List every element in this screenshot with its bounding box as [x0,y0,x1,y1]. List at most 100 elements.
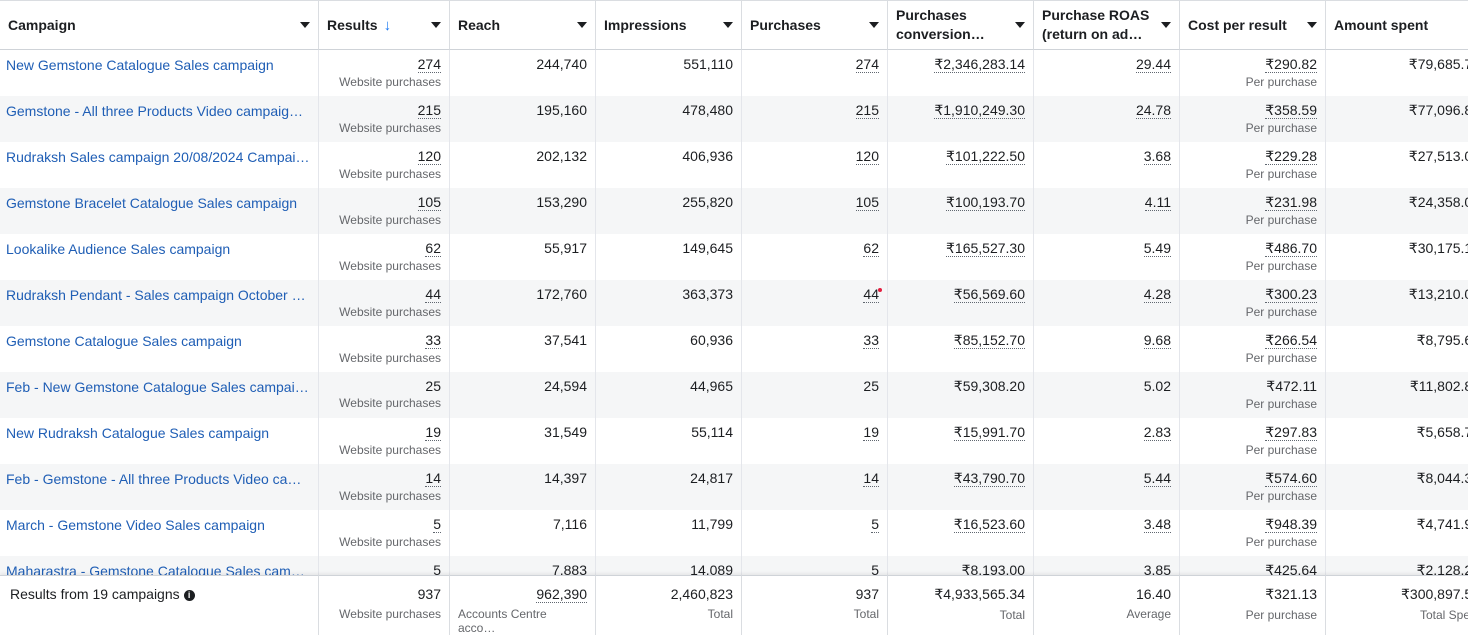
conversion-value[interactable]: ₹43,790.70 [953,470,1025,487]
column-header-reach[interactable]: Reach [450,0,596,50]
purchases-value[interactable]: 274 [855,56,879,73]
table-row[interactable]: Maharastra - Gemstone Catalogue Sales ca… [0,556,1468,575]
conversion-value[interactable]: ₹56,569.60 [953,286,1025,303]
column-header-purchases-conversion[interactable]: Purchases conversion… [888,0,1034,50]
table-row[interactable]: March - Gemstone Video Sales campaign 5 We… [0,510,1468,556]
cpr-value[interactable]: ₹425.64 [1265,563,1317,576]
results-value[interactable]: 5 [433,563,441,576]
campaign-name-link[interactable]: Feb - New Gemstone Catalogue Sales campa… [6,379,310,395]
roas-value[interactable]: 3.85 [1144,563,1171,576]
purchases-value[interactable]: 62 [863,240,879,257]
campaign-name-link[interactable]: Gemstone - All three Products Video camp… [6,103,310,119]
roas-value[interactable]: 5.44 [1143,470,1171,487]
column-header-cost-per-result[interactable]: Cost per result [1180,0,1326,50]
cpr-value[interactable]: ₹231.98 [1265,194,1317,211]
chevron-down-icon[interactable] [1161,22,1171,28]
cpr-value[interactable]: ₹290.82 [1265,56,1317,73]
roas-value[interactable]: 4.11 [1144,194,1171,211]
chevron-down-icon[interactable] [869,22,879,28]
table-row[interactable]: Rudraksh Sales campaign 20/08/2024 Campa… [0,142,1468,188]
campaign-name-link[interactable]: Rudraksh Pendant - Sales campaign Octobe… [6,287,310,303]
table-row[interactable]: New Gemstone Catalogue Sales campaign 274… [0,50,1468,96]
campaign-name-link[interactable]: Maharastra - Gemstone Catalogue Sales ca… [6,563,310,575]
table-row[interactable]: New Rudraksh Catalogue Sales campaign 19 W… [0,418,1468,464]
results-value[interactable]: 33 [425,332,441,349]
conversion-value[interactable]: ₹1,910,249.30 [934,102,1025,119]
table-row[interactable]: Rudraksh Pendant - Sales campaign Octobe… [0,280,1468,326]
roas-value[interactable]: 9.68 [1143,332,1171,349]
roas-value[interactable]: 29.44 [1135,56,1171,73]
column-header-purchase-roas[interactable]: Purchase ROAS (return on ad… [1034,0,1180,50]
purchases-value[interactable]: 33 [863,332,879,349]
campaign-name-link[interactable]: Lookalike Audience Sales campaign [6,241,231,257]
roas-value[interactable]: 5.49 [1143,240,1171,257]
conversion-value[interactable]: ₹165,527.30 [946,240,1025,257]
info-icon[interactable]: i [183,590,195,601]
conversion-value[interactable]: ₹8,193.00 [962,563,1025,576]
cpr-value[interactable]: ₹358.59 [1265,102,1317,119]
campaign-name-link[interactable]: Gemstone Catalogue Sales campaign [6,333,242,349]
table-row[interactable]: Feb - Gemstone - All three Products Vide… [0,464,1468,510]
chevron-down-icon[interactable] [1307,22,1317,28]
column-header-impressions[interactable]: Impressions [596,0,742,50]
column-header-results[interactable]: Results ↓ [319,0,450,50]
purchases-value[interactable]: 215 [855,102,879,119]
chevron-down-icon[interactable] [431,22,441,28]
chevron-down-icon[interactable] [723,22,733,28]
purchases-value[interactable]: 44 [863,286,879,303]
cpr-value[interactable]: ₹229.28 [1265,148,1317,165]
table-row[interactable]: Gemstone Catalogue Sales campaign 33 Websi… [0,326,1468,372]
results-value[interactable]: 5 [433,516,441,533]
results-value[interactable]: 62 [425,240,441,257]
conversion-value[interactable]: ₹2,346,283.14 [934,56,1025,73]
cpr-value[interactable]: ₹266.54 [1265,332,1317,349]
campaign-name-link[interactable]: March - Gemstone Video Sales campaign [6,517,265,533]
cpr-value[interactable]: ₹948.39 [1265,516,1317,533]
campaign-name-link[interactable]: New Gemstone Catalogue Sales campaign [6,57,274,73]
column-header-amount-spent[interactable]: Amount spent [1326,0,1468,50]
results-value[interactable]: 14 [425,470,441,487]
roas-value[interactable]: 4.28 [1143,286,1171,303]
cpr-value[interactable]: ₹300.23 [1265,286,1317,303]
column-header-campaign[interactable]: Campaign [0,0,319,50]
cpr-value[interactable]: ₹297.83 [1265,424,1317,441]
roas-value[interactable]: 24.78 [1135,102,1171,119]
campaign-name-link[interactable]: Rudraksh Sales campaign 20/08/2024 Campa… [6,149,310,165]
conversion-value[interactable]: ₹16,523.60 [953,516,1025,533]
table-row[interactable]: Gemstone Bracelet Catalogue Sales campai… [0,188,1468,234]
campaign-name-link[interactable]: New Rudraksh Catalogue Sales campaign [6,425,270,441]
purchases-value[interactable]: 19 [863,424,879,441]
conversion-value[interactable]: ₹100,193.70 [946,194,1025,211]
roas-value[interactable]: 2.83 [1143,424,1171,441]
results-value[interactable]: 120 [417,148,441,165]
purchases-value[interactable]: 14 [863,470,879,487]
chevron-down-icon[interactable] [300,22,310,28]
reach-value: 172,760 [536,286,587,302]
sort-descending-icon[interactable]: ↓ [383,16,392,34]
conversion-value[interactable]: ₹85,152.70 [953,332,1025,349]
campaign-name-link[interactable]: Gemstone Bracelet Catalogue Sales campai… [6,195,298,211]
table-row[interactable]: Feb - New Gemstone Catalogue Sales campa… [0,372,1468,418]
results-value[interactable]: 215 [417,102,441,119]
summary-value[interactable]: 962,390 [536,586,587,603]
roas-value[interactable]: 3.68 [1143,148,1171,165]
column-header-purchases[interactable]: Purchases [742,0,888,50]
campaign-name-link[interactable]: Feb - Gemstone - All three Products Vide… [6,471,302,487]
table-row[interactable]: Gemstone - All three Products Video camp… [0,96,1468,142]
roas-value[interactable]: 3.48 [1143,516,1171,533]
purchases-value[interactable]: 5 [871,563,879,576]
results-value[interactable]: 44 [425,286,441,303]
cpr-value[interactable]: ₹486.70 [1265,240,1317,257]
purchases-value[interactable]: 105 [855,194,879,211]
purchases-value[interactable]: 5 [871,516,879,533]
conversion-value[interactable]: ₹101,222.50 [946,148,1025,165]
chevron-down-icon[interactable] [1015,22,1025,28]
purchases-value[interactable]: 120 [855,148,879,165]
chevron-down-icon[interactable] [577,22,587,28]
results-value[interactable]: 105 [417,194,441,211]
cpr-value[interactable]: ₹574.60 [1265,470,1317,487]
results-value[interactable]: 19 [425,424,441,441]
conversion-value[interactable]: ₹15,991.70 [953,424,1025,441]
results-value[interactable]: 274 [417,56,441,73]
table-row[interactable]: Lookalike Audience Sales campaign 62 Websi… [0,234,1468,280]
